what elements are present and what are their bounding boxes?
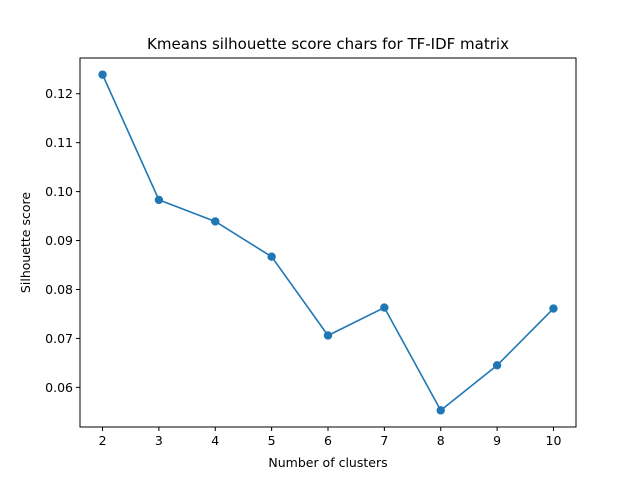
plot-area: 2 3 4 5 6 7 8 9 10 0.06 0.07 0.08 0.09 0.10 0.11 0.12	[45, 70, 561, 448]
data-point	[549, 304, 558, 313]
y-tick-label: 0.07	[45, 331, 73, 346]
x-tick-label: 5	[268, 433, 276, 448]
y-tick-label: 0.08	[45, 282, 73, 297]
y-tick-label: 0.06	[45, 380, 73, 395]
x-tick-label: 4	[211, 433, 219, 448]
data-point	[492, 361, 502, 370]
x-axis-label: Number of clusters	[268, 455, 387, 470]
data-point	[211, 217, 220, 226]
x-tick-label: 2	[99, 433, 107, 448]
x-tick-label: 8	[437, 433, 445, 448]
y-tick-label: 0.09	[45, 233, 73, 248]
data-point	[98, 70, 107, 79]
x-tick-label: 3	[155, 433, 163, 448]
x-tick-label: 10	[546, 433, 562, 448]
data-point	[154, 195, 164, 205]
y-tick-label: 0.12	[45, 86, 73, 101]
chart-title: Kmeans silhouette score chars for TF-IDF…	[147, 35, 509, 53]
data-point	[323, 331, 333, 340]
x-tick-label: 9	[493, 433, 501, 448]
x-tick-label: 7	[380, 433, 388, 448]
y-tick-label: 0.11	[45, 135, 73, 150]
y-tick-label: 0.10	[45, 184, 73, 199]
x-tick-label: 6	[324, 433, 332, 448]
data-point	[267, 252, 276, 261]
data-point	[380, 303, 389, 312]
y-axis-label: Silhouette score	[18, 192, 33, 293]
axes-frame	[79, 57, 577, 428]
data-point	[436, 406, 445, 415]
